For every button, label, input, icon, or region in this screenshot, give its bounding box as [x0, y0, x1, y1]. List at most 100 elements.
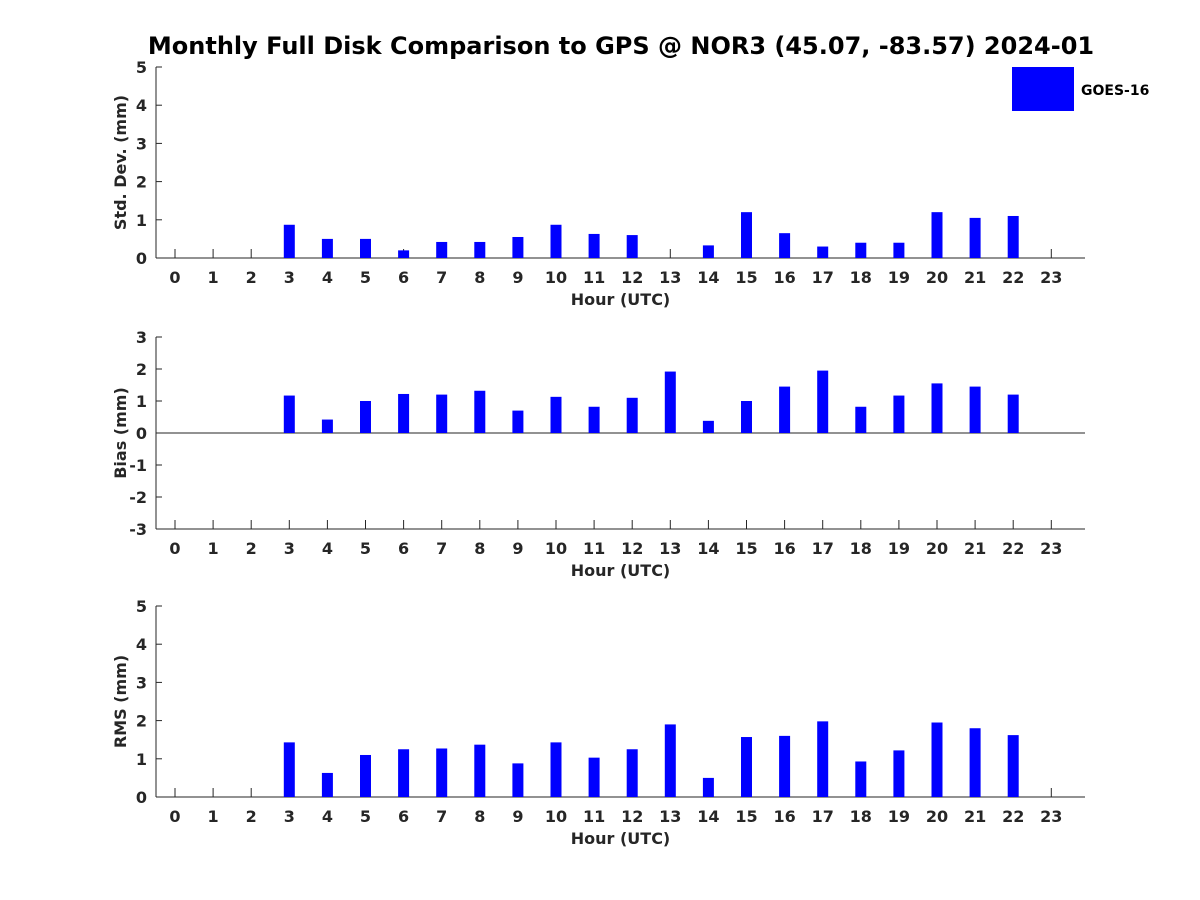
axis-2-y-tick-label: 3 — [136, 328, 147, 347]
axis-3-x-tick-label: 2 — [246, 807, 257, 826]
axis-1-x-tick-label: 20 — [926, 268, 948, 287]
axis-2-bar-hour-7 — [436, 394, 448, 433]
axis-1-x-label: Hour (UTC) — [571, 290, 671, 309]
axis-3-x-tick-label: 6 — [398, 807, 409, 826]
axis-3-x-tick-label: 5 — [360, 807, 371, 826]
axis-3-bar-hour-11 — [588, 757, 600, 797]
axis-3-bar-hour-21 — [969, 728, 981, 797]
axis-3-x-tick-label: 17 — [812, 807, 834, 826]
axis-3-x-tick-label: 12 — [621, 807, 643, 826]
axis-1-x-tick-label: 11 — [583, 268, 605, 287]
axis-3-x-tick-label: 13 — [659, 807, 681, 826]
axis-2-y-tick-label: 0 — [136, 424, 147, 443]
axis-1-bar-hour-14 — [702, 245, 714, 258]
axis-3-x-tick-label: 15 — [735, 807, 757, 826]
axis-1-x-tick-label: 12 — [621, 268, 643, 287]
axis-3-bar-hour-12 — [626, 749, 638, 797]
axis-2-x-tick-label: 6 — [398, 539, 409, 558]
axis-1-bar-hour-3 — [283, 224, 295, 258]
axis-2-bar-hour-9 — [512, 410, 524, 433]
axis-1-bar-hour-9 — [512, 236, 524, 258]
axis-3-x-tick-label: 1 — [208, 807, 219, 826]
axis-2-x-tick-label: 14 — [697, 539, 719, 558]
axis-2-bar-hour-20 — [931, 383, 943, 433]
axis-1-bar-hour-5 — [360, 238, 371, 258]
axis-2-bar-hour-18 — [855, 406, 867, 433]
legend: GOES-16 — [1012, 67, 1149, 111]
axis-1-y-tick-label: 1 — [136, 211, 147, 230]
axis-3-bar-hour-13 — [664, 724, 676, 797]
axis-2-x-tick-label: 20 — [926, 539, 948, 558]
axis-1-x-tick-label: 5 — [360, 268, 371, 287]
axis-1-x-tick-label: 4 — [322, 268, 333, 287]
axis-3-y-tick-label: 2 — [136, 712, 147, 731]
axis-3-bar-hour-17 — [817, 721, 829, 797]
axis-2-bar-hour-11 — [588, 406, 600, 433]
axis-2-x-tick-label: 19 — [888, 539, 910, 558]
axis-1-x-tick-label: 2 — [246, 268, 257, 287]
axis-3-x-tick-label: 20 — [926, 807, 948, 826]
axis-2-bar-hour-14 — [702, 420, 714, 433]
axis-3-bar-hour-18 — [855, 761, 867, 797]
axis-2-x-tick-label: 0 — [169, 539, 180, 558]
axis-2-x-tick-label: 2 — [246, 539, 257, 558]
axis-3-x-tick-label: 18 — [850, 807, 872, 826]
axis-1-bar-hour-7 — [436, 241, 448, 258]
axis-1-bar-hour-16 — [779, 233, 791, 258]
axis-1-x-tick-label: 23 — [1040, 268, 1062, 287]
axis-3-bar-hour-19 — [893, 750, 905, 797]
axis-1-x-tick-label: 14 — [697, 268, 719, 287]
axis-1-x-tick-label: 0 — [169, 268, 180, 287]
axis-2-x-tick-label: 8 — [474, 539, 485, 558]
axis-1-x-tick-label: 8 — [474, 268, 485, 287]
axis-1-x-tick-label: 3 — [284, 268, 295, 287]
axis-1-bar-hour-6 — [398, 250, 410, 258]
legend-label-goes-16: GOES-16 — [1081, 83, 1149, 99]
axis-1-x-tick-label: 9 — [512, 268, 523, 287]
axis-3-bar-hour-8 — [474, 744, 486, 797]
axis-3-y-tick-label: 0 — [136, 788, 147, 807]
axis-2-bar-hour-3 — [283, 395, 295, 433]
axis-2-x-tick-label: 13 — [659, 539, 681, 558]
axis-3-bar-hour-6 — [398, 749, 410, 797]
axis-3-x-tick-label: 16 — [773, 807, 795, 826]
axis-1-y-label: Std. Dev. (mm) — [111, 95, 130, 230]
axis-3-x-tick-label: 0 — [169, 807, 180, 826]
axis-3-x-label: Hour (UTC) — [571, 829, 671, 848]
axis-2-x-tick-label: 7 — [436, 539, 447, 558]
axis-2-x-tick-label: 16 — [773, 539, 795, 558]
axis-2-x-tick-label: 15 — [735, 539, 757, 558]
axis-2-x-tick-label: 4 — [322, 539, 333, 558]
axis-1-bar-hour-17 — [817, 246, 829, 258]
axis-1-x-tick-label: 13 — [659, 268, 681, 287]
axis-2-x-tick-label: 9 — [512, 539, 523, 558]
axis-1-x-tick-label: 10 — [545, 268, 567, 287]
axis-1-bar-hour-20 — [931, 212, 943, 258]
axis-1-y-tick-label: 5 — [136, 58, 147, 77]
axis-1-y-tick-label: 4 — [136, 96, 147, 115]
axis-2-x-tick-label: 3 — [284, 539, 295, 558]
axis-3-y-tick-label: 5 — [136, 597, 147, 616]
chart-title: Monthly Full Disk Comparison to GPS @ NO… — [148, 32, 1094, 60]
axis-1-bar-hour-15 — [741, 212, 752, 258]
axis-2-y-tick-label: -3 — [129, 520, 147, 539]
axis-2-x-tick-label: 11 — [583, 539, 605, 558]
axis-2-bar-hour-16 — [779, 386, 791, 433]
axis-3-y-label: RMS (mm) — [111, 655, 130, 748]
axis-3-x-tick-label: 9 — [512, 807, 523, 826]
axis-2-y-tick-label: 2 — [136, 360, 147, 379]
axis-3-bar-hour-10 — [550, 742, 562, 797]
axis-1-x-tick-label: 22 — [1002, 268, 1024, 287]
axis-3-x-tick-label: 14 — [697, 807, 719, 826]
axis-3-x-tick-label: 7 — [436, 807, 447, 826]
axis-2-bar-hour-6 — [398, 393, 410, 433]
axis-3-x-tick-label: 4 — [322, 807, 333, 826]
axis-3-bar-hour-4 — [321, 772, 333, 797]
legend-swatch-goes-16 — [1012, 67, 1074, 111]
axis-3-x-tick-label: 8 — [474, 807, 485, 826]
